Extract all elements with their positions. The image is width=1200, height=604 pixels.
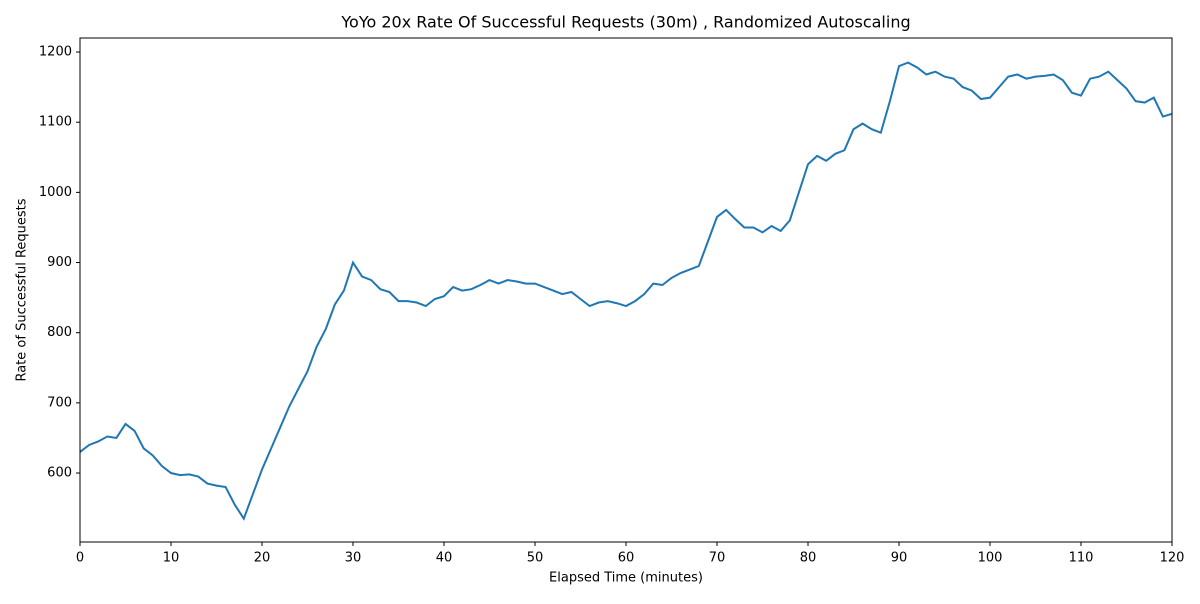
y-tick-label: 700 xyxy=(47,395,72,410)
x-tick-label: 20 xyxy=(254,551,271,566)
y-tick-label: 800 xyxy=(47,325,72,340)
x-tick-label: 100 xyxy=(978,551,1003,566)
y-tick-label: 900 xyxy=(47,255,72,270)
y-axis-label: Rate of Successful Requests xyxy=(15,198,30,381)
y-tick-label: 1000 xyxy=(39,185,72,200)
x-tick-label: 0 xyxy=(76,551,84,566)
plot-frame xyxy=(79,37,1173,543)
x-tick-label: 30 xyxy=(345,551,362,566)
y-tick-label: 1200 xyxy=(39,45,72,60)
x-tick-label: 10 xyxy=(163,551,180,566)
x-tick-label: 60 xyxy=(618,551,635,566)
chart-title: YoYo 20x Rate Of Successful Requests (30… xyxy=(340,13,910,32)
x-tick-label: 70 xyxy=(709,551,726,566)
x-tick-label: 90 xyxy=(891,551,908,566)
x-tick-label: 110 xyxy=(1069,551,1094,566)
line-series xyxy=(79,61,1173,521)
y-tick-label: 600 xyxy=(47,466,72,481)
x-axis-label: Elapsed Time (minutes) xyxy=(549,571,703,586)
x-tick-label: 80 xyxy=(800,551,817,566)
x-tick-label: 120 xyxy=(1160,551,1185,566)
x-tick-label: 50 xyxy=(527,551,544,566)
x-tick-label: 40 xyxy=(436,551,453,566)
y-tick-label: 1100 xyxy=(39,115,72,130)
